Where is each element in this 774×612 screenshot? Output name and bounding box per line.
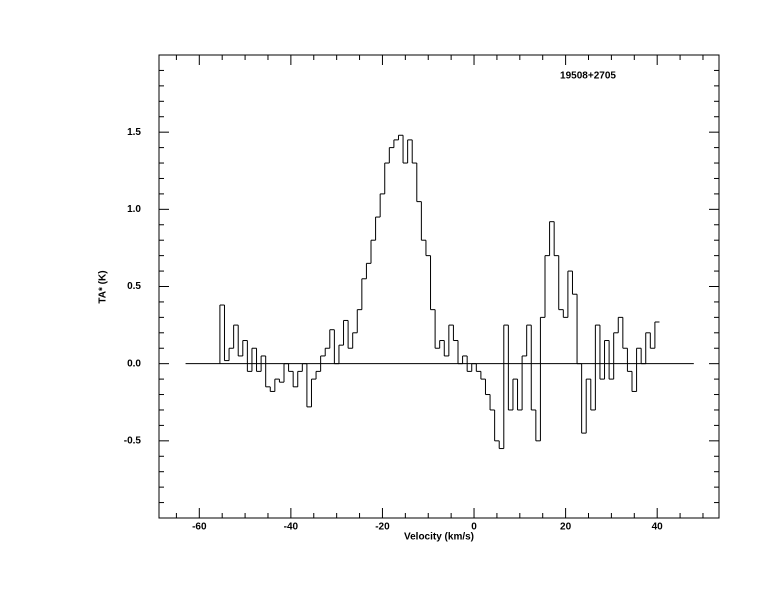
x-tick-label: 40 xyxy=(652,522,664,533)
y-tick-label: -0.5 xyxy=(124,435,142,446)
x-tick-label: 20 xyxy=(560,522,572,533)
y-axis-label: TA* (K) xyxy=(98,270,109,303)
y-tick-label: 1.5 xyxy=(127,127,141,138)
y-tick-label: 0.0 xyxy=(127,358,141,369)
x-tick-label: -60 xyxy=(192,522,207,533)
chart-title: 19508+2705 xyxy=(560,71,616,82)
x-tick-label: 0 xyxy=(471,522,477,533)
x-tick-label: -40 xyxy=(284,522,299,533)
y-tick-label: 1.0 xyxy=(127,204,141,215)
x-axis-label: Velocity (km/s) xyxy=(404,532,474,543)
y-tick-label: 0.5 xyxy=(127,281,141,292)
plot-frame xyxy=(158,54,720,519)
x-tick-label: -20 xyxy=(375,522,390,533)
step-connector xyxy=(219,135,656,449)
